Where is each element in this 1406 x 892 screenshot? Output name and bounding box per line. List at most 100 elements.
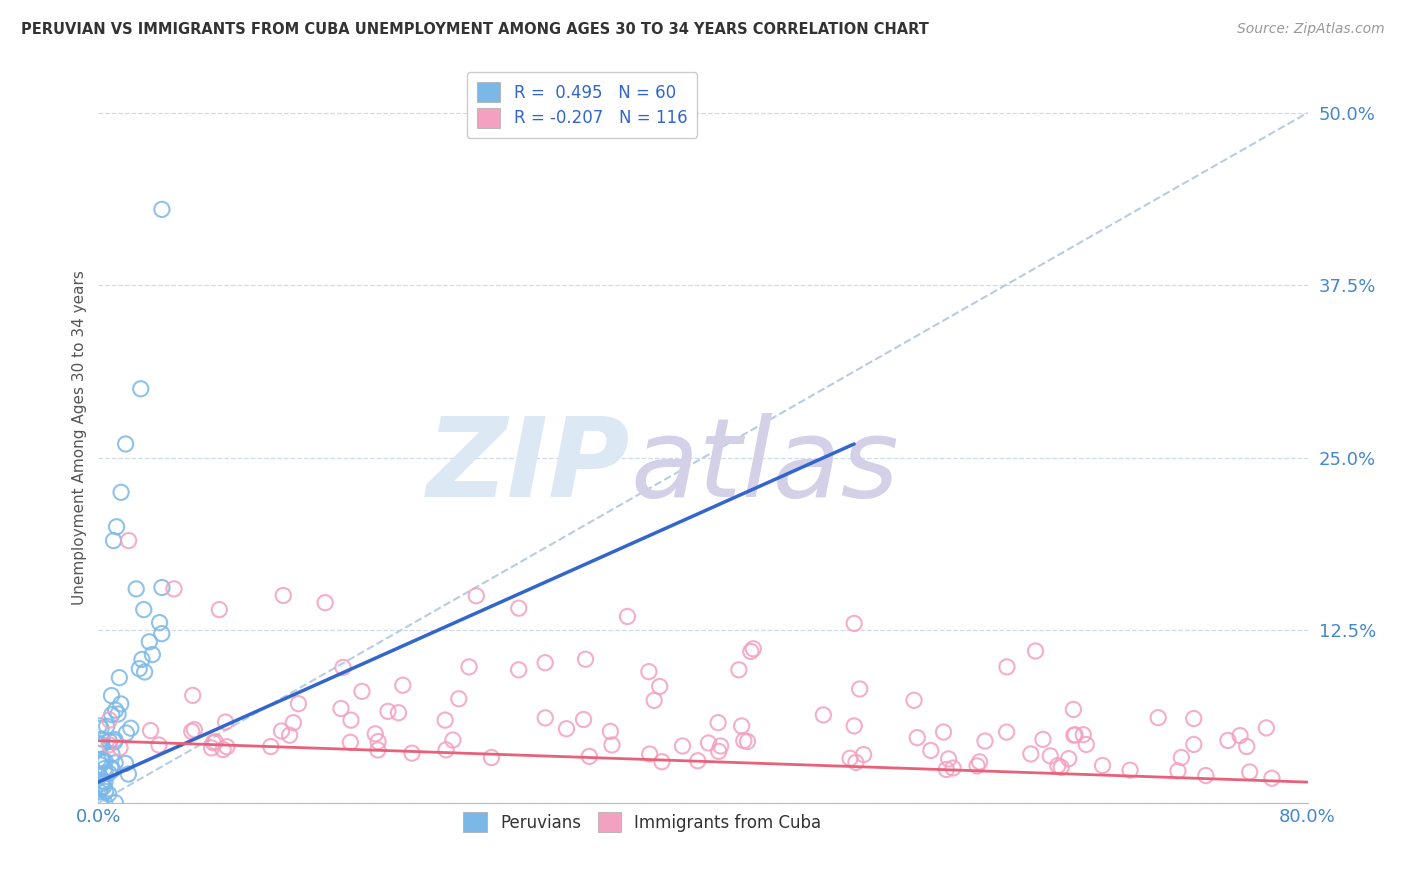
Point bbox=[1170, 750, 1192, 764]
Point bbox=[534, 711, 557, 725]
Point bbox=[392, 678, 415, 692]
Point bbox=[110, 485, 132, 500]
Point bbox=[1167, 764, 1189, 778]
Point bbox=[441, 733, 464, 747]
Point bbox=[101, 747, 124, 761]
Point bbox=[283, 715, 305, 730]
Point bbox=[128, 662, 150, 676]
Point bbox=[555, 722, 578, 736]
Point bbox=[101, 763, 124, 777]
Point bbox=[508, 663, 530, 677]
Point bbox=[1019, 747, 1042, 761]
Point bbox=[387, 706, 409, 720]
Point bbox=[94, 774, 117, 789]
Point bbox=[150, 202, 173, 217]
Point bbox=[270, 724, 292, 739]
Point bbox=[1091, 758, 1114, 772]
Point bbox=[995, 660, 1018, 674]
Point bbox=[105, 520, 128, 534]
Point bbox=[90, 738, 112, 752]
Point bbox=[742, 641, 765, 656]
Point bbox=[129, 382, 152, 396]
Point bbox=[150, 581, 173, 595]
Point bbox=[534, 656, 557, 670]
Point bbox=[89, 719, 111, 733]
Point bbox=[839, 751, 862, 765]
Point bbox=[481, 750, 503, 764]
Point bbox=[905, 731, 928, 745]
Point bbox=[969, 755, 991, 769]
Point bbox=[98, 734, 121, 748]
Point bbox=[287, 697, 309, 711]
Point bbox=[1032, 732, 1054, 747]
Point bbox=[89, 796, 111, 810]
Point bbox=[1182, 738, 1205, 752]
Point bbox=[110, 697, 132, 711]
Point bbox=[208, 602, 231, 616]
Point bbox=[89, 769, 111, 783]
Point bbox=[707, 744, 730, 758]
Point bbox=[643, 693, 665, 707]
Point bbox=[278, 728, 301, 742]
Point bbox=[377, 704, 399, 718]
Point bbox=[93, 762, 115, 776]
Point bbox=[139, 723, 162, 738]
Point bbox=[648, 680, 671, 694]
Point bbox=[1063, 728, 1085, 742]
Point bbox=[740, 644, 762, 658]
Point bbox=[89, 738, 111, 752]
Point bbox=[995, 725, 1018, 739]
Point bbox=[107, 706, 129, 721]
Point bbox=[100, 689, 122, 703]
Point bbox=[671, 739, 693, 753]
Point bbox=[91, 774, 114, 789]
Point bbox=[942, 761, 965, 775]
Point bbox=[844, 616, 866, 631]
Point bbox=[1076, 738, 1098, 752]
Point bbox=[118, 533, 141, 548]
Point bbox=[150, 626, 173, 640]
Point bbox=[350, 684, 373, 698]
Point bbox=[616, 609, 638, 624]
Point bbox=[1071, 728, 1094, 742]
Point bbox=[148, 615, 170, 630]
Point bbox=[730, 719, 752, 733]
Text: atlas: atlas bbox=[630, 413, 898, 520]
Point bbox=[100, 707, 122, 722]
Text: ZIP: ZIP bbox=[427, 413, 630, 520]
Point bbox=[434, 743, 457, 757]
Point bbox=[651, 755, 673, 769]
Point bbox=[100, 761, 122, 775]
Point bbox=[932, 725, 955, 739]
Point bbox=[138, 635, 160, 649]
Point bbox=[163, 582, 186, 596]
Point bbox=[97, 787, 120, 801]
Point bbox=[93, 796, 115, 810]
Point bbox=[401, 746, 423, 760]
Point bbox=[903, 693, 925, 707]
Point bbox=[104, 735, 127, 749]
Point bbox=[114, 437, 136, 451]
Point bbox=[1236, 739, 1258, 754]
Point bbox=[271, 589, 294, 603]
Point bbox=[637, 665, 659, 679]
Point bbox=[852, 747, 875, 762]
Point bbox=[89, 758, 111, 772]
Point bbox=[1147, 711, 1170, 725]
Point bbox=[813, 707, 835, 722]
Point bbox=[91, 777, 114, 791]
Point bbox=[1039, 748, 1062, 763]
Point bbox=[148, 738, 170, 752]
Point bbox=[114, 756, 136, 771]
Point bbox=[91, 755, 114, 769]
Point bbox=[97, 766, 120, 780]
Point bbox=[364, 727, 387, 741]
Point bbox=[104, 732, 127, 747]
Point bbox=[94, 765, 117, 780]
Point bbox=[134, 665, 156, 679]
Point bbox=[844, 719, 866, 733]
Point bbox=[108, 671, 131, 685]
Point bbox=[638, 747, 661, 761]
Point bbox=[332, 660, 354, 674]
Point bbox=[1239, 764, 1261, 779]
